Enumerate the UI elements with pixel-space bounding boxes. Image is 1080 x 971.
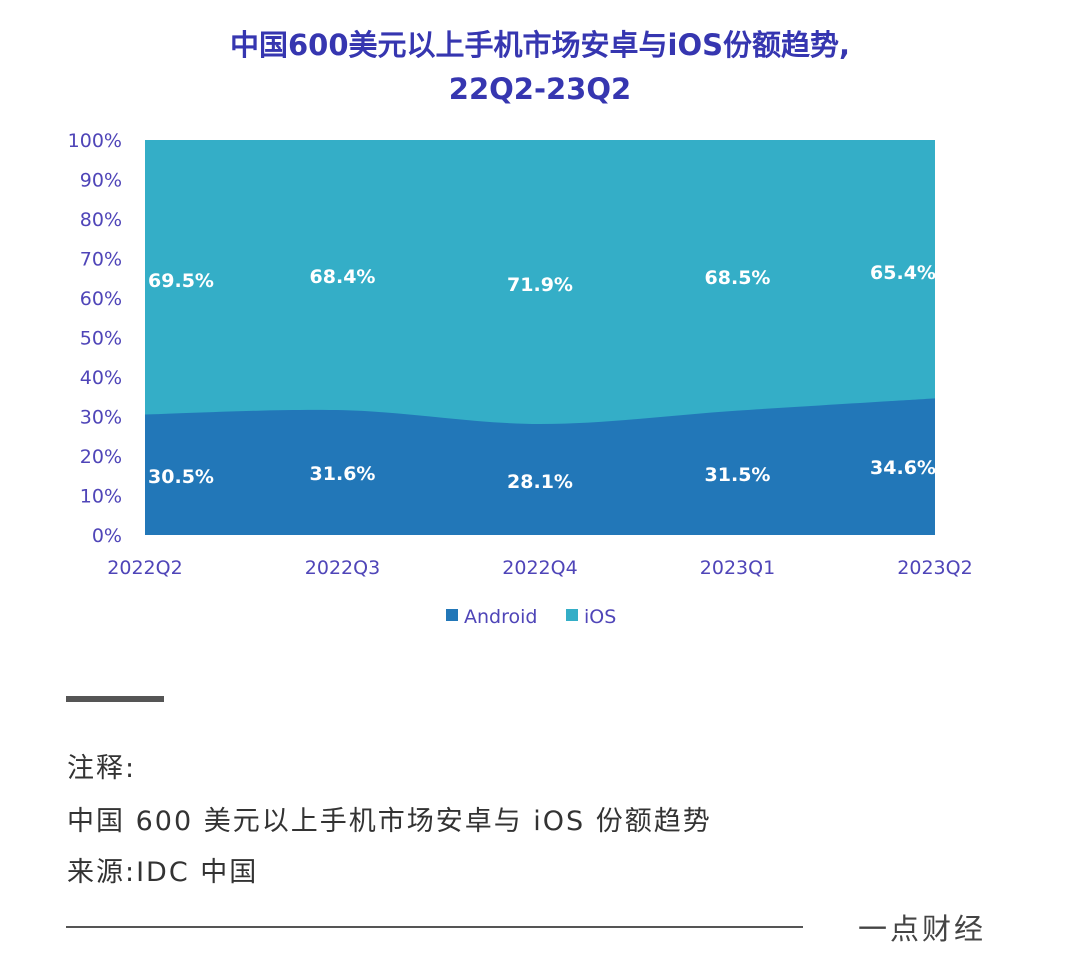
stacked-area-chart: 0% 10% 20% 30% 40% 50% 60% 70% 80% 90% 100% 2022Q2 2… (68, 130, 973, 628)
notes-text: 中国 600 美元以上手机市场安卓与 iOS 份额趋势 (67, 806, 712, 837)
x-tick-label: 2022Q4 (502, 557, 577, 579)
y-tick-label: 0% (92, 525, 122, 547)
x-tick-label: 2022Q3 (305, 557, 380, 579)
android-data-label: 30.5% (148, 466, 214, 488)
android-data-label: 31.6% (310, 463, 376, 485)
y-tick-label: 70% (80, 249, 122, 271)
notes-heading: 注释: (67, 753, 137, 784)
y-tick-label: 10% (80, 486, 122, 508)
brand-name: 一点财经 (858, 912, 987, 946)
legend-label-ios: iOS (584, 606, 616, 628)
footer-divider (66, 926, 803, 928)
ios-data-label: 71.9% (507, 274, 573, 296)
x-tick-label: 2022Q2 (107, 557, 182, 579)
y-tick-label: 100% (68, 130, 122, 152)
y-tick-label: 20% (80, 446, 122, 468)
y-tick-label: 40% (80, 367, 122, 389)
y-tick-label: 90% (80, 170, 122, 192)
ios-data-label: 68.4% (310, 266, 376, 288)
ios-data-label: 69.5% (148, 270, 214, 292)
y-tick-label: 60% (80, 288, 122, 310)
legend-swatch-ios (566, 609, 578, 621)
x-tick-label: 2023Q2 (897, 557, 972, 579)
y-tick-label: 80% (80, 209, 122, 231)
accent-bar (66, 696, 164, 702)
legend-label-android: Android (464, 606, 537, 628)
x-tick-label: 2023Q1 (700, 557, 775, 579)
ios-data-label: 65.4% (870, 262, 936, 284)
ios-data-label: 68.5% (705, 267, 771, 289)
y-tick-label: 50% (80, 328, 122, 350)
notes-source: 来源:IDC 中国 (67, 857, 259, 888)
android-data-label: 28.1% (507, 471, 573, 493)
legend-swatch-android (446, 609, 458, 621)
android-data-label: 34.6% (870, 457, 936, 479)
android-area (145, 398, 935, 535)
android-data-label: 31.5% (705, 464, 771, 486)
chart-title: 中国600美元以上手机市场安卓与iOS份额趋势, (229, 28, 851, 62)
y-tick-label: 30% (80, 407, 122, 429)
chart-subtitle: 22Q2-23Q2 (448, 72, 632, 106)
